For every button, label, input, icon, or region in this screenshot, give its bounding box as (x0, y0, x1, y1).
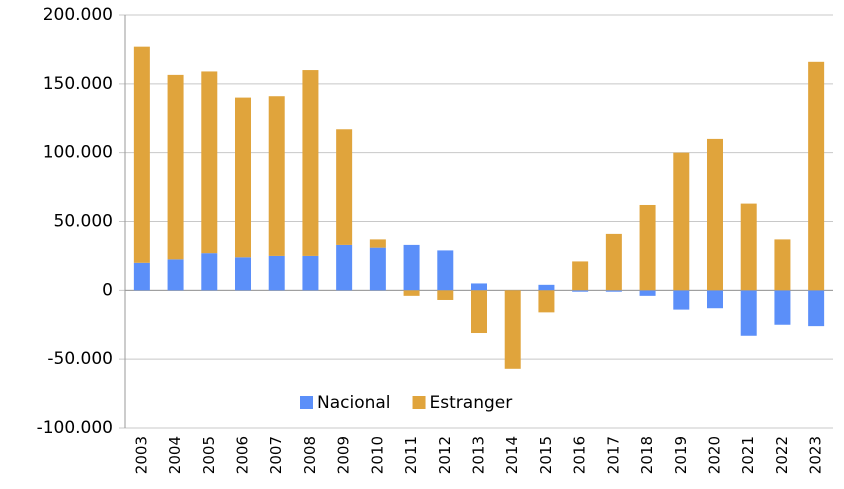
bar (538, 284, 555, 291)
x-tick-label: 2021 (739, 436, 757, 474)
y-tick-label: 200.000 (43, 5, 113, 25)
bar (302, 255, 319, 291)
bar (774, 239, 791, 291)
bar (471, 290, 487, 334)
x-tick-label: 2016 (571, 436, 589, 474)
bar (605, 233, 622, 291)
bar (707, 290, 723, 309)
y-tick-label: -50.000 (47, 349, 113, 369)
legend-label: Nacional (317, 393, 391, 413)
x-tick-label: 2018 (638, 436, 656, 474)
x-tick-label: 2005 (200, 436, 218, 474)
bar (572, 261, 589, 291)
bar (268, 96, 285, 256)
bar (740, 203, 757, 291)
x-tick-label: 2004 (166, 436, 184, 474)
legend-swatch (412, 396, 426, 409)
x-tick-label: 2017 (604, 436, 622, 474)
x-tick-label: 2019 (672, 436, 690, 474)
bar (740, 290, 757, 336)
legend-swatch (300, 396, 313, 409)
bar (403, 244, 420, 291)
x-tick-label: 2011 (402, 436, 420, 474)
bar (302, 70, 319, 256)
x-tick-label: 2009 (335, 436, 353, 474)
bar (167, 74, 184, 260)
y-tick-label: 0 (102, 280, 113, 300)
x-tick-label: 2023 (807, 436, 825, 474)
bar (707, 138, 723, 291)
bar (774, 290, 791, 325)
bar (336, 129, 353, 245)
y-tick-label: 150.000 (43, 74, 113, 94)
bar (167, 259, 184, 291)
x-tick-label: 2014 (503, 436, 521, 474)
x-tick-label: 2012 (436, 436, 454, 474)
bar (808, 61, 825, 291)
bar (808, 290, 825, 327)
y-tick-label: -100.000 (37, 418, 113, 438)
x-tick-label: 2020 (706, 436, 724, 474)
bar (369, 247, 386, 291)
x-tick-label: 2013 (470, 436, 488, 474)
y-tick-label: 50.000 (54, 212, 113, 232)
bar (201, 253, 218, 291)
bar (133, 262, 150, 291)
bar (235, 97, 251, 258)
bar (673, 152, 690, 291)
bar (437, 250, 454, 291)
bar (437, 290, 454, 300)
bar (605, 290, 622, 292)
bar (133, 46, 150, 263)
bar (572, 290, 589, 292)
x-tick-label: 2015 (537, 436, 555, 474)
bar (268, 255, 285, 291)
x-tick-label: 2003 (132, 436, 150, 474)
x-tick-label: 2006 (234, 436, 252, 474)
bar (639, 290, 656, 296)
bar (471, 283, 487, 291)
x-tick-label: 2010 (368, 436, 386, 474)
bar (201, 71, 218, 254)
bar (673, 290, 690, 310)
bar (235, 257, 251, 291)
bar (403, 290, 420, 296)
bar (504, 290, 521, 369)
bar (369, 239, 386, 248)
bar (538, 290, 555, 313)
y-tick-label: 100.000 (43, 143, 113, 163)
legend-label: Estranger (430, 393, 513, 413)
bar (336, 244, 353, 291)
x-tick-label: 2007 (267, 436, 285, 474)
bar (639, 204, 656, 291)
x-tick-label: 2008 (301, 436, 319, 474)
x-tick-label: 2022 (773, 436, 791, 474)
